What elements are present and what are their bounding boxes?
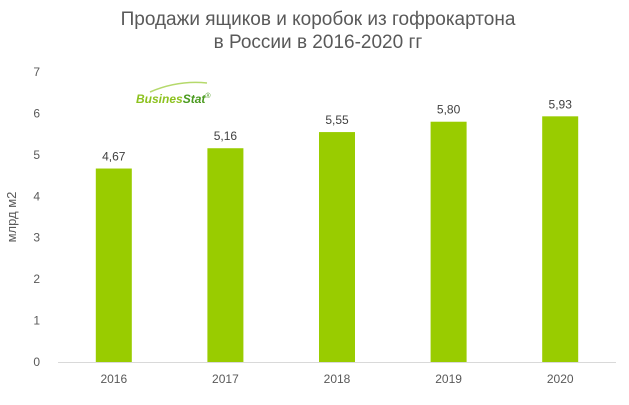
logo-text-part2: Stat (183, 92, 207, 106)
bar-2020 (542, 116, 579, 362)
x-tick-label-2018: 2018 (324, 372, 351, 386)
bar-2017 (207, 148, 244, 362)
x-tick-label-2017: 2017 (212, 372, 239, 386)
bars-group (95, 116, 579, 362)
logo-text-part1: Busines (136, 92, 183, 106)
bar-2018 (319, 132, 355, 362)
chart-title-line-1: Продажи ящиков и коробок из гофрокартона (121, 9, 516, 30)
y-axis-ticks: 0 1 2 3 4 5 6 7 (33, 65, 40, 369)
x-tick-label-2019: 2019 (435, 372, 462, 386)
x-axis-ticks: 2016 2017 2018 2019 2020 (100, 372, 573, 386)
x-tick-label-2020: 2020 (547, 372, 574, 386)
y-tick-label: 6 (33, 106, 40, 120)
data-label-2019: 5,80 (437, 103, 461, 117)
y-tick-label: 5 (33, 148, 40, 162)
x-tick-label-2016: 2016 (100, 372, 127, 386)
y-tick-label: 0 (33, 355, 40, 369)
y-tick-label: 1 (33, 314, 40, 328)
data-labels-group: 4,67 5,16 5,55 5,80 5,93 (102, 97, 572, 163)
y-tick-label: 4 (33, 189, 40, 203)
businesstat-logo: BusinesStat® (136, 81, 211, 106)
y-tick-label: 3 (33, 231, 40, 245)
logo-swoosh-icon (149, 81, 208, 93)
y-axis-label: млрд м2 (4, 192, 19, 243)
data-label-2016: 4,67 (102, 150, 126, 164)
data-label-2017: 5,16 (214, 129, 238, 143)
y-tick-label: 7 (33, 65, 40, 79)
bar-2019 (430, 121, 467, 362)
y-tick-label: 2 (33, 272, 40, 286)
data-label-2020: 5,93 (549, 97, 573, 111)
svg-text:BusinesStat®: BusinesStat® (136, 92, 211, 106)
data-label-2018: 5,55 (325, 113, 349, 127)
bar-2016 (95, 168, 132, 362)
chart-title-line-2: в России в 2016-2020 гг (214, 32, 423, 53)
logo-registered-mark: ® (205, 92, 211, 100)
